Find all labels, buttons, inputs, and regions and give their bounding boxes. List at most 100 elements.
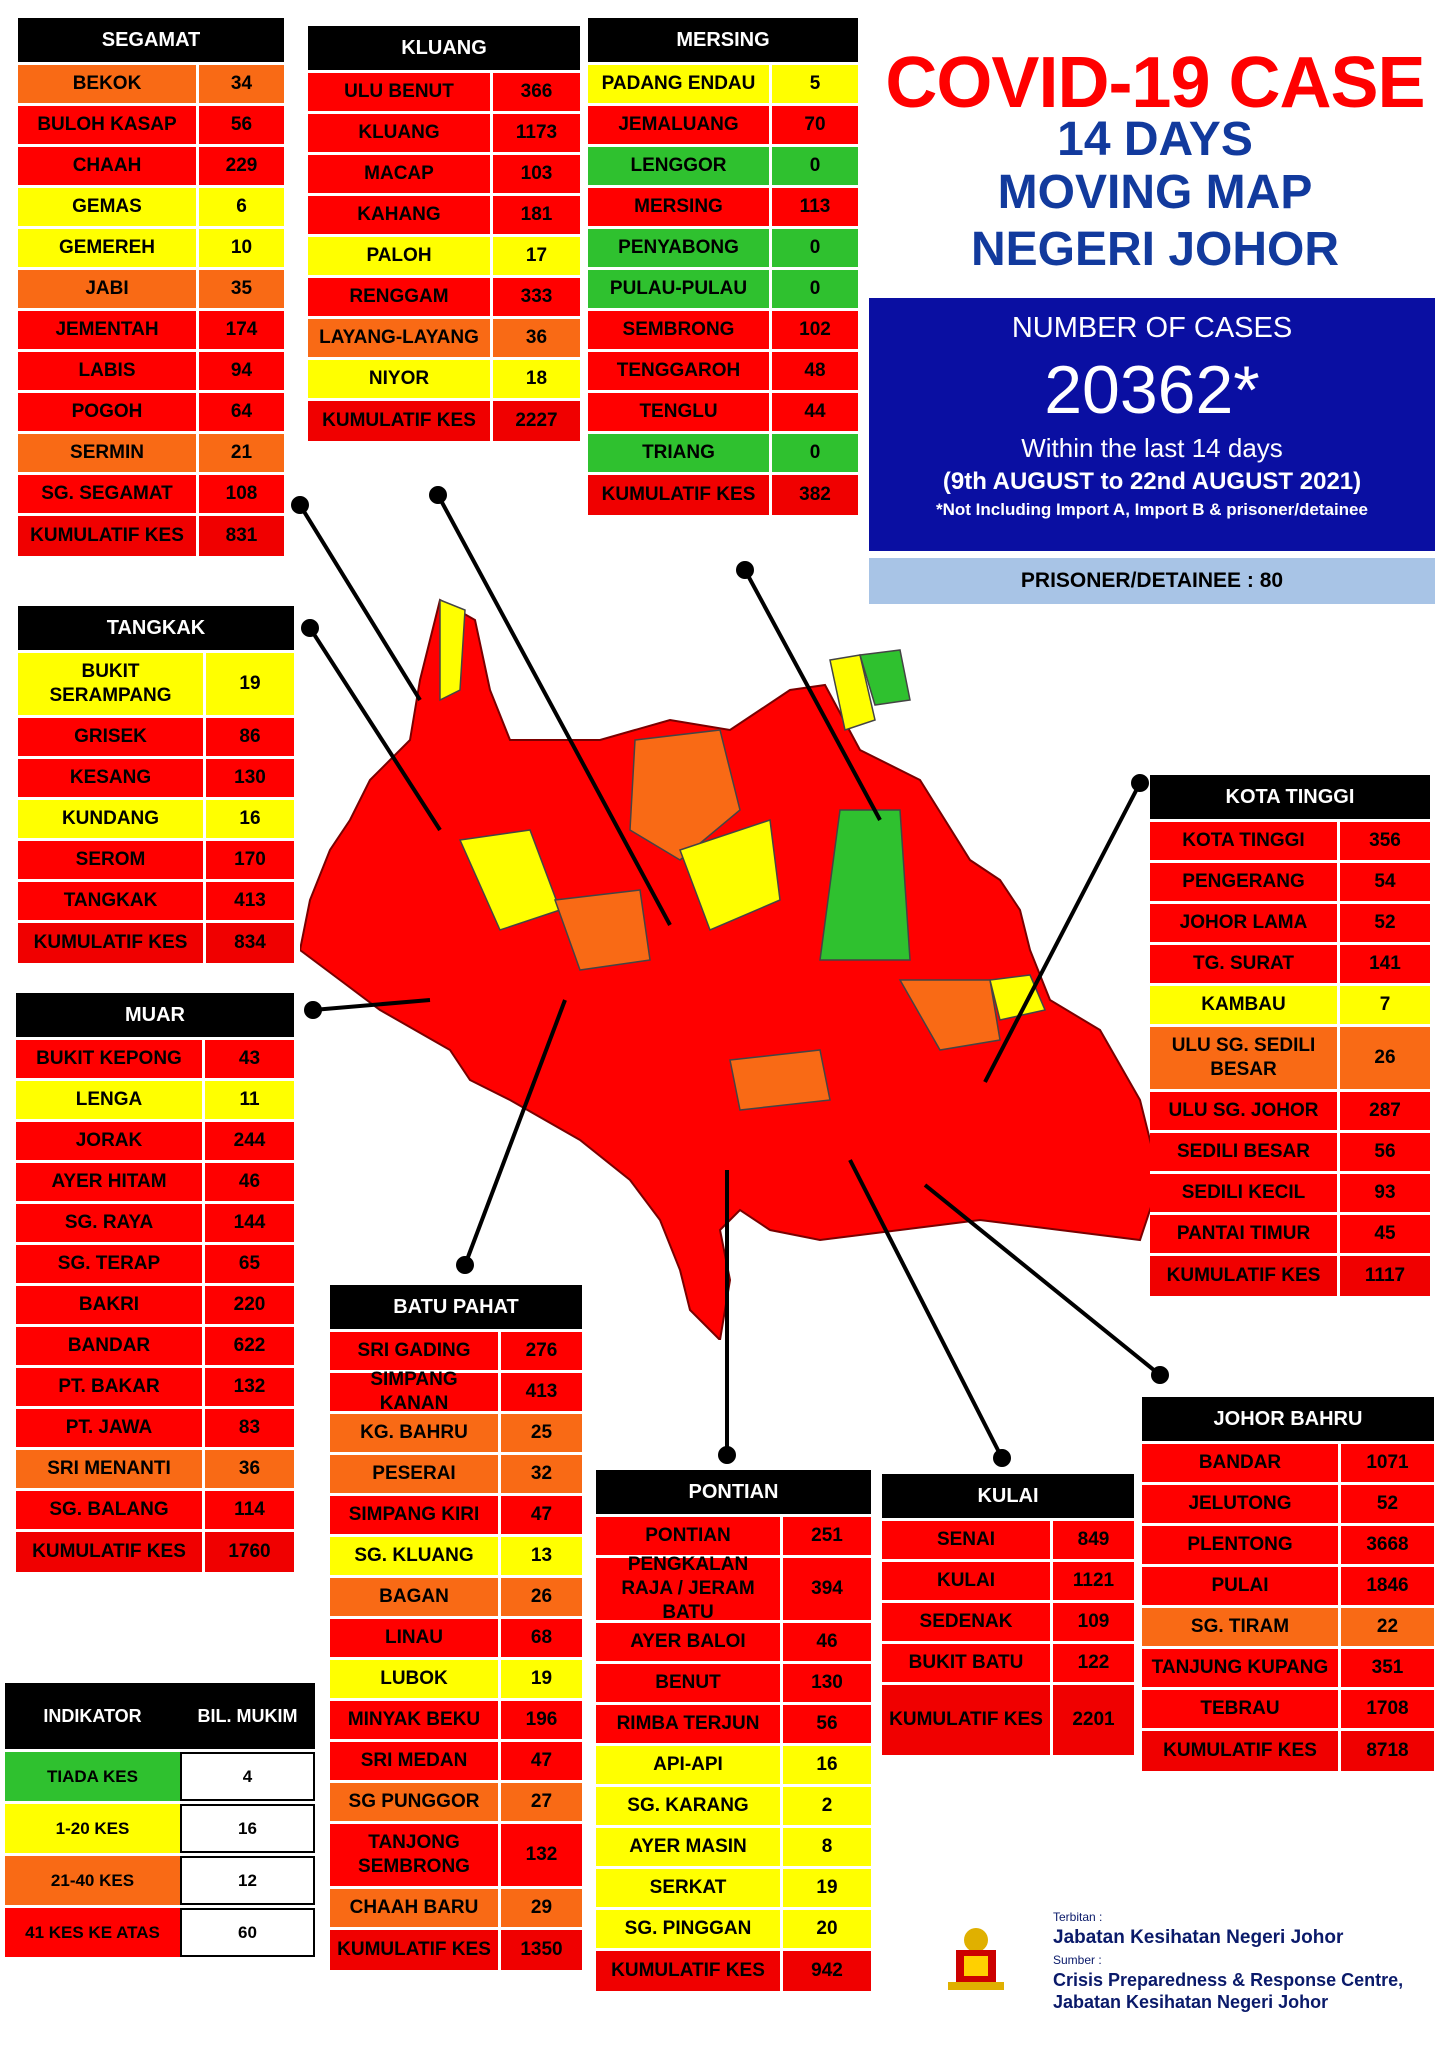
mukim-cases: 64 [230, 401, 253, 422]
district-row: ULU SG. SEDILI BESAR 26 [1150, 1024, 1430, 1089]
district-row: PENGKALAN RAJA / JERAM BATU 394 [596, 1554, 871, 1623]
period-text: Within the last 14 days [1021, 433, 1283, 463]
mukim-cases: 394 [811, 1578, 843, 1599]
terbitan-text: Jabatan Kesihatan Negeri Johor [1053, 1927, 1344, 1948]
mukim-cases: 52 [1376, 1493, 1399, 1514]
map-zone-triang [859, 649, 911, 706]
district-row: KLUANG 1173 [308, 111, 580, 152]
district-pontian: PONTIAN PONTIAN 251 PENGKALAN RAJA / JERAM … [596, 1470, 871, 1991]
mukim-name: AYER BALOI [596, 1623, 783, 1661]
kumulatif-value: 2227 [515, 410, 558, 431]
district-row: JABI 35 [18, 267, 284, 308]
mukim-cases: 44 [804, 401, 826, 422]
mukim-cases: 3668 [1366, 1534, 1409, 1555]
kumulatif-value: 1760 [228, 1541, 271, 1562]
mukim-cases: 174 [225, 319, 258, 340]
district-header: MUAR [16, 993, 294, 1037]
legend: INDIKATOR BIL. MUKIM TIADA KES 4 1-20 KES 1… [5, 1683, 315, 1957]
district-row: GEMAS 6 [18, 185, 284, 226]
district-row: AYER MASIN 8 [596, 1825, 871, 1866]
mukim-name: PESERAI [330, 1455, 501, 1493]
mukim-cases: 56 [1374, 1141, 1396, 1162]
district-row: PALOH 17 [308, 234, 580, 275]
district-row: SG. RAYA 144 [16, 1201, 294, 1242]
mukim-name: PADANG ENDAU [588, 65, 772, 103]
kumulatif-row: KUMULATIF KES 382 [588, 472, 858, 515]
mukim-cases: 287 [1369, 1100, 1401, 1121]
subtitle-map: MOVING MAP [997, 166, 1313, 219]
mukim-cases: 132 [233, 1376, 266, 1397]
mukim-cases: 114 [234, 1499, 265, 1520]
district-row: PLENTONG 3668 [1142, 1523, 1434, 1564]
mukim-name: SG. TIRAM [1142, 1608, 1341, 1646]
map-zone-kambau [989, 974, 1047, 1021]
district-row: TEBRAU 1708 [1142, 1687, 1434, 1728]
mukim-name: SG. SEGAMAT [18, 475, 199, 513]
mukim-cases: 36 [525, 327, 548, 348]
mukim-name: SRI GADING [330, 1332, 501, 1370]
kumulatif-row: KUMULATIF KES 1350 [330, 1927, 582, 1970]
district-row: SIMPANG KIRI 47 [330, 1493, 582, 1534]
district-row: SG. TIRAM 22 [1142, 1605, 1434, 1646]
legend-row: 1-20 KES 16 [5, 1801, 315, 1853]
mukim-name: RENGGAM [308, 278, 493, 316]
district-row: BAKRI 220 [16, 1283, 294, 1324]
map-zone-gemas [439, 598, 466, 702]
district-row: BUKIT BATU 122 [882, 1641, 1134, 1682]
legend-row: 21-40 KES 12 [5, 1853, 315, 1905]
district-mersing: MERSING PADANG ENDAU 5 JEMALUANG 70 LENGGOR 0 M… [588, 18, 858, 515]
legend-col-count: BIL. MUKIM [197, 1705, 298, 1726]
mukim-name: SERKAT [596, 1869, 783, 1907]
district-row: SEROM 170 [18, 838, 294, 879]
mukim-cases: 19 [816, 1877, 838, 1898]
mukim-name: LENGGOR [588, 147, 772, 185]
mukim-cases: 70 [804, 114, 826, 135]
mukim-cases: 1071 [1366, 1452, 1409, 1473]
kumulatif-label: KUMULATIF KES [18, 516, 199, 556]
legend-count: 16 [180, 1804, 315, 1853]
district-row: JEMALUANG 70 [588, 103, 858, 144]
mukim-cases: 94 [230, 360, 253, 381]
mukim-cases: 10 [230, 237, 253, 258]
district-row: KAHANG 181 [308, 193, 580, 234]
mukim-name: MINYAK BEKU [330, 1701, 501, 1739]
mukim-cases: 54 [1374, 871, 1396, 892]
mukim-cases: 1846 [1366, 1575, 1409, 1596]
mukim-name: MACAP [308, 155, 493, 193]
mukim-name: SEROM [18, 841, 206, 879]
district-header: JOHOR BAHRU [1142, 1397, 1434, 1441]
mukim-name: SG. BALANG [16, 1491, 205, 1529]
legend-row: 41 KES KE ATAS 60 [5, 1905, 315, 1957]
kumulatif-row: KUMULATIF KES 2227 [308, 398, 580, 441]
map-zone-pendau [829, 654, 876, 731]
mukim-name: KAHANG [308, 196, 493, 234]
mukim-name: PENYABONG [588, 229, 772, 267]
mukim-cases: 46 [238, 1171, 261, 1192]
district-row: SERMIN 21 [18, 431, 284, 472]
legend-range: 1-20 KES [5, 1804, 180, 1853]
mukim-cases: 22 [1376, 1616, 1399, 1637]
kumulatif-value: 1350 [520, 1939, 563, 1960]
mukim-name: TRIANG [588, 434, 772, 472]
mukim-name: SRI MEDAN [330, 1742, 501, 1780]
district-row: PONTIAN 251 [596, 1514, 871, 1555]
mukim-cases: 622 [233, 1335, 266, 1356]
district-row: SRI MENANTI 36 [16, 1447, 294, 1488]
mukim-name: SG. TERAP [16, 1245, 205, 1283]
district-row: NIYOR 18 [308, 357, 580, 398]
district-row: PANTAI TIMUR 45 [1150, 1212, 1430, 1253]
mukim-name: BANDAR [16, 1327, 205, 1365]
kumulatif-label: KUMULATIF KES [16, 1532, 205, 1572]
main-title: COVID-19 CASE [885, 43, 1425, 123]
mukim-cases: 16 [239, 808, 261, 829]
mukim-name: GRISEK [18, 718, 206, 756]
district-row: PULAU-PULAU 0 [588, 267, 858, 308]
kumulatif-value: 834 [234, 932, 266, 953]
sumber-line2: Jabatan Kesihatan Negeri Johor [1053, 1992, 1329, 2012]
mukim-cases: 52 [1374, 912, 1396, 933]
map-zone-ulu-sedili [898, 979, 1001, 1051]
district-row: SEMBRONG 102 [588, 308, 858, 349]
district-row: SENAI 849 [882, 1518, 1134, 1559]
mukim-cases: 144 [233, 1212, 266, 1233]
district-row: CHAAH BARU 29 [330, 1886, 582, 1927]
